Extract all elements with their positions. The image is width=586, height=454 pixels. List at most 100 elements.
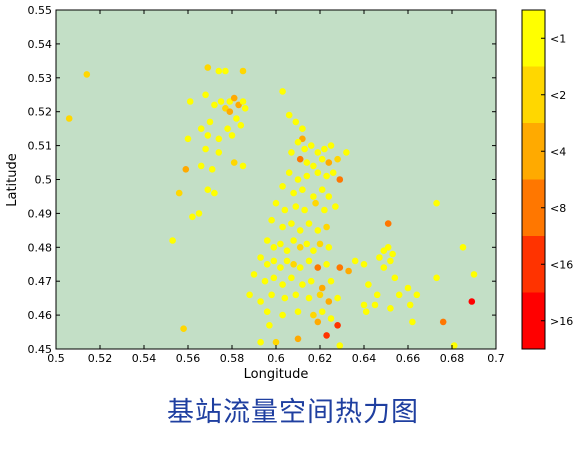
data-point xyxy=(283,257,291,265)
data-point xyxy=(413,291,421,299)
data-point xyxy=(268,291,275,299)
x-tick-label: 0.6 xyxy=(267,352,285,365)
data-point xyxy=(314,318,322,326)
x-tick-label: 0.54 xyxy=(132,352,157,365)
data-point xyxy=(294,335,302,343)
data-point xyxy=(303,240,311,248)
data-point xyxy=(228,132,236,139)
data-point xyxy=(283,247,291,254)
data-point xyxy=(175,189,183,197)
y-tick-label: 0.55 xyxy=(28,4,53,17)
data-point xyxy=(65,115,73,122)
data-point xyxy=(325,298,333,305)
data-point xyxy=(277,240,284,248)
data-point xyxy=(208,166,216,173)
data-point xyxy=(204,64,212,71)
data-point xyxy=(285,111,293,119)
data-point xyxy=(334,294,341,302)
data-point xyxy=(303,159,311,166)
data-point xyxy=(301,145,308,153)
colorbar-label: <8 xyxy=(550,202,566,215)
data-point xyxy=(433,274,440,282)
data-point xyxy=(241,105,249,112)
data-point xyxy=(202,145,209,153)
data-point xyxy=(257,254,264,261)
data-point xyxy=(384,244,392,251)
data-point xyxy=(395,291,403,299)
data-point xyxy=(263,308,271,316)
data-point xyxy=(266,322,273,329)
data-point xyxy=(272,338,280,346)
data-point xyxy=(239,67,247,75)
data-point xyxy=(470,271,478,278)
data-point xyxy=(305,220,313,227)
data-point xyxy=(281,206,289,214)
data-point xyxy=(215,135,223,143)
data-point xyxy=(439,318,447,326)
data-point xyxy=(389,250,396,258)
data-point xyxy=(301,206,308,214)
data-point xyxy=(327,277,335,285)
data-point xyxy=(371,301,379,309)
data-point xyxy=(459,244,467,251)
data-point xyxy=(365,281,372,288)
data-point xyxy=(391,274,399,282)
data-point xyxy=(310,247,317,254)
data-point xyxy=(296,155,304,163)
x-tick-label: 0.62 xyxy=(308,352,333,365)
data-point xyxy=(292,118,300,126)
data-point xyxy=(250,271,258,278)
colorbar-segment xyxy=(522,236,545,293)
data-point xyxy=(257,298,264,305)
data-point xyxy=(329,169,337,176)
data-point xyxy=(237,122,245,129)
data-point xyxy=(288,274,295,282)
data-point xyxy=(294,176,302,183)
data-point xyxy=(257,338,264,346)
data-point xyxy=(318,308,326,316)
data-point xyxy=(316,291,324,299)
colorbar-segment xyxy=(522,123,545,180)
data-point xyxy=(299,186,306,193)
data-point xyxy=(310,311,317,319)
data-point xyxy=(270,244,278,251)
colorbar: <1 <2 <4 <8 <16 >16 xyxy=(521,9,573,350)
data-point xyxy=(327,142,335,149)
y-axis-label: Latitude xyxy=(5,153,20,207)
data-point xyxy=(268,216,275,224)
y-tick-label: 0.53 xyxy=(28,72,53,85)
data-point xyxy=(305,294,313,302)
data-point xyxy=(206,118,214,126)
colorbar-label: <4 xyxy=(550,145,566,158)
data-point xyxy=(180,325,187,333)
data-point xyxy=(310,162,317,170)
y-tick-label: 0.47 xyxy=(28,275,53,288)
colorbar-label: <1 xyxy=(550,32,566,45)
data-point xyxy=(468,298,476,305)
chart-caption: 基站流量空间热力图 xyxy=(167,397,419,428)
data-point xyxy=(224,125,231,132)
x-tick-label: 0.7 xyxy=(487,352,505,365)
data-point xyxy=(387,257,394,265)
data-point xyxy=(450,342,458,349)
data-point xyxy=(211,101,218,109)
data-point xyxy=(314,264,322,271)
data-point xyxy=(323,261,330,268)
data-point xyxy=(362,308,370,316)
data-point xyxy=(277,264,284,271)
x-tick-label: 0.5 xyxy=(47,352,65,365)
data-point xyxy=(279,311,286,319)
data-point xyxy=(279,88,286,95)
data-point xyxy=(294,138,302,146)
data-point xyxy=(299,125,306,132)
data-point xyxy=(307,142,315,149)
data-point xyxy=(305,257,313,265)
y-tick-label: 0.5 xyxy=(35,174,53,187)
data-point xyxy=(323,223,330,231)
colorbar-label: <2 xyxy=(550,89,566,102)
data-point xyxy=(288,149,295,156)
x-axis-label: Longitude xyxy=(244,367,309,382)
data-point xyxy=(215,149,223,156)
data-point xyxy=(325,244,333,251)
data-point xyxy=(321,206,328,214)
